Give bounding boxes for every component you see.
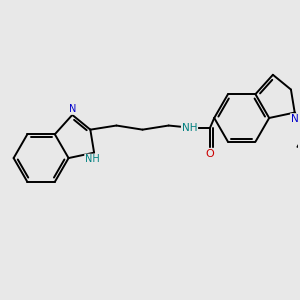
Text: NH: NH [85,154,100,164]
Text: NH: NH [182,123,197,133]
Text: O: O [206,149,214,159]
Text: N: N [291,114,298,124]
Text: N: N [69,104,76,114]
